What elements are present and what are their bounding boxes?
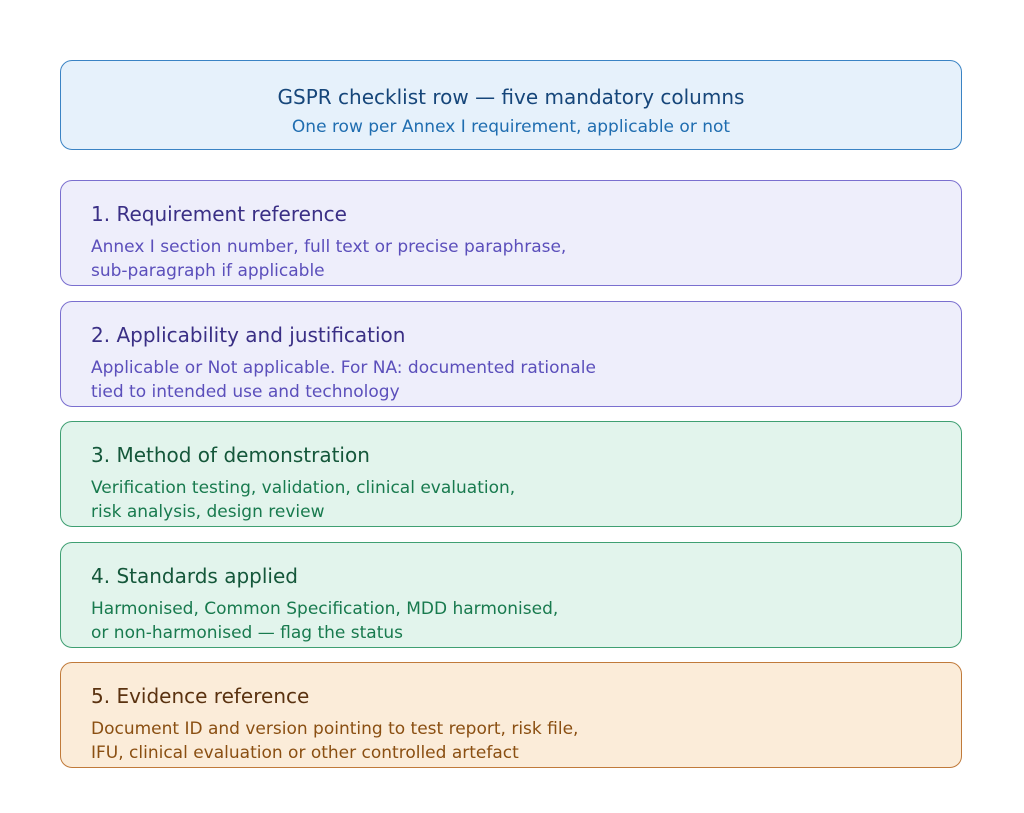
card-title: 4. Standards applied (91, 564, 298, 588)
column-card-applicability: 2. Applicability and justification Appli… (60, 301, 962, 407)
card-description: Annex I section number, full text or pre… (91, 235, 651, 283)
card-description-line: Applicable or Not applicable. For NA: do… (91, 358, 596, 378)
card-description: Harmonised, Common Specification, MDD ha… (91, 597, 651, 645)
column-card-standards-applied: 4. Standards applied Harmonised, Common … (60, 542, 962, 648)
card-description: Applicable or Not applicable. For NA: do… (91, 356, 651, 404)
diagram-header: GSPR checklist row — five mandatory colu… (60, 60, 962, 150)
card-description-line: Harmonised, Common Specification, MDD ha… (91, 599, 559, 619)
card-title: 3. Method of demonstration (91, 443, 370, 467)
card-description-line: tied to intended use and technology (91, 382, 400, 402)
card-title: 5. Evidence reference (91, 684, 310, 708)
diagram-title: GSPR checklist row — five mandatory colu… (277, 85, 745, 109)
column-card-evidence-reference: 5. Evidence reference Document ID and ve… (60, 662, 962, 768)
card-description-line: risk analysis, design review (91, 502, 325, 522)
card-description-line: or non-harmonised — flag the status (91, 623, 403, 643)
card-description: Verification testing, validation, clinic… (91, 476, 651, 524)
column-card-method-of-demonstration: 3. Method of demonstration Verification … (60, 421, 962, 527)
card-description: Document ID and version pointing to test… (91, 717, 651, 765)
card-description-line: Verification testing, validation, clinic… (91, 478, 516, 498)
card-title: 1. Requirement reference (91, 202, 347, 226)
card-description-line: Annex I section number, full text or pre… (91, 237, 567, 257)
card-title: 2. Applicability and justification (91, 323, 406, 347)
diagram-subtitle: One row per Annex I requirement, applica… (291, 117, 731, 137)
column-card-requirement-reference: 1. Requirement reference Annex I section… (60, 180, 962, 286)
card-description-line: Document ID and version pointing to test… (91, 719, 579, 739)
card-description-line: IFU, clinical evaluation or other contro… (91, 743, 519, 763)
card-description-line: sub-paragraph if applicable (91, 261, 325, 281)
